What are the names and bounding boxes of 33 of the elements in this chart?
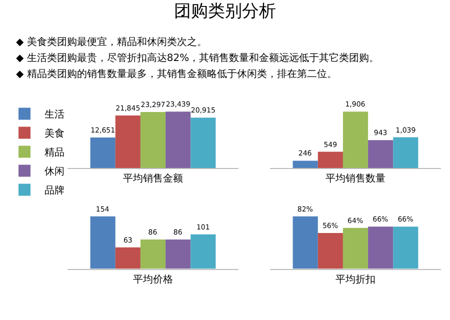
bar	[190, 118, 216, 168]
bar	[90, 216, 116, 269]
bar	[115, 115, 140, 168]
x-axis-title: 平均折扣	[336, 273, 376, 286]
bar	[292, 160, 318, 168]
bar	[342, 112, 368, 168]
bar	[368, 140, 394, 168]
text: ◆ 生活类团购最贵，尽管折扣高达82%，其销售数量和金额远远低于其它类团购。	[16, 52, 380, 64]
legend-label: 精品	[44, 146, 64, 159]
bar	[393, 226, 418, 269]
bar	[90, 138, 116, 168]
bar	[166, 240, 191, 269]
text: ◆ 美食类团购最便宜，精品和休闲类次之。	[16, 36, 207, 48]
bar	[190, 234, 216, 269]
legend-label: 品牌	[44, 184, 64, 197]
text: ◆ 精品类团购的销售数量最多，其销售金额略低于休闲类，排在第二位。	[16, 68, 337, 80]
x-axis-title: 平均销售金额	[123, 172, 183, 184]
legend-label: 美食	[44, 128, 64, 140]
bar	[140, 240, 166, 269]
x-axis-title: 平均销售数量	[326, 172, 386, 184]
legend-label: 休闲	[44, 166, 64, 178]
chart-title: 团购类别分析	[174, 2, 276, 22]
bar	[368, 226, 394, 269]
bar	[292, 216, 318, 269]
bar	[318, 152, 343, 168]
legend-label: 生活	[44, 108, 64, 121]
bar	[393, 137, 418, 168]
bar	[115, 247, 140, 269]
bar	[166, 112, 191, 168]
x-axis-title: 平均价格	[133, 273, 173, 286]
bar	[140, 112, 166, 168]
bar	[342, 228, 368, 269]
bar	[318, 232, 343, 269]
